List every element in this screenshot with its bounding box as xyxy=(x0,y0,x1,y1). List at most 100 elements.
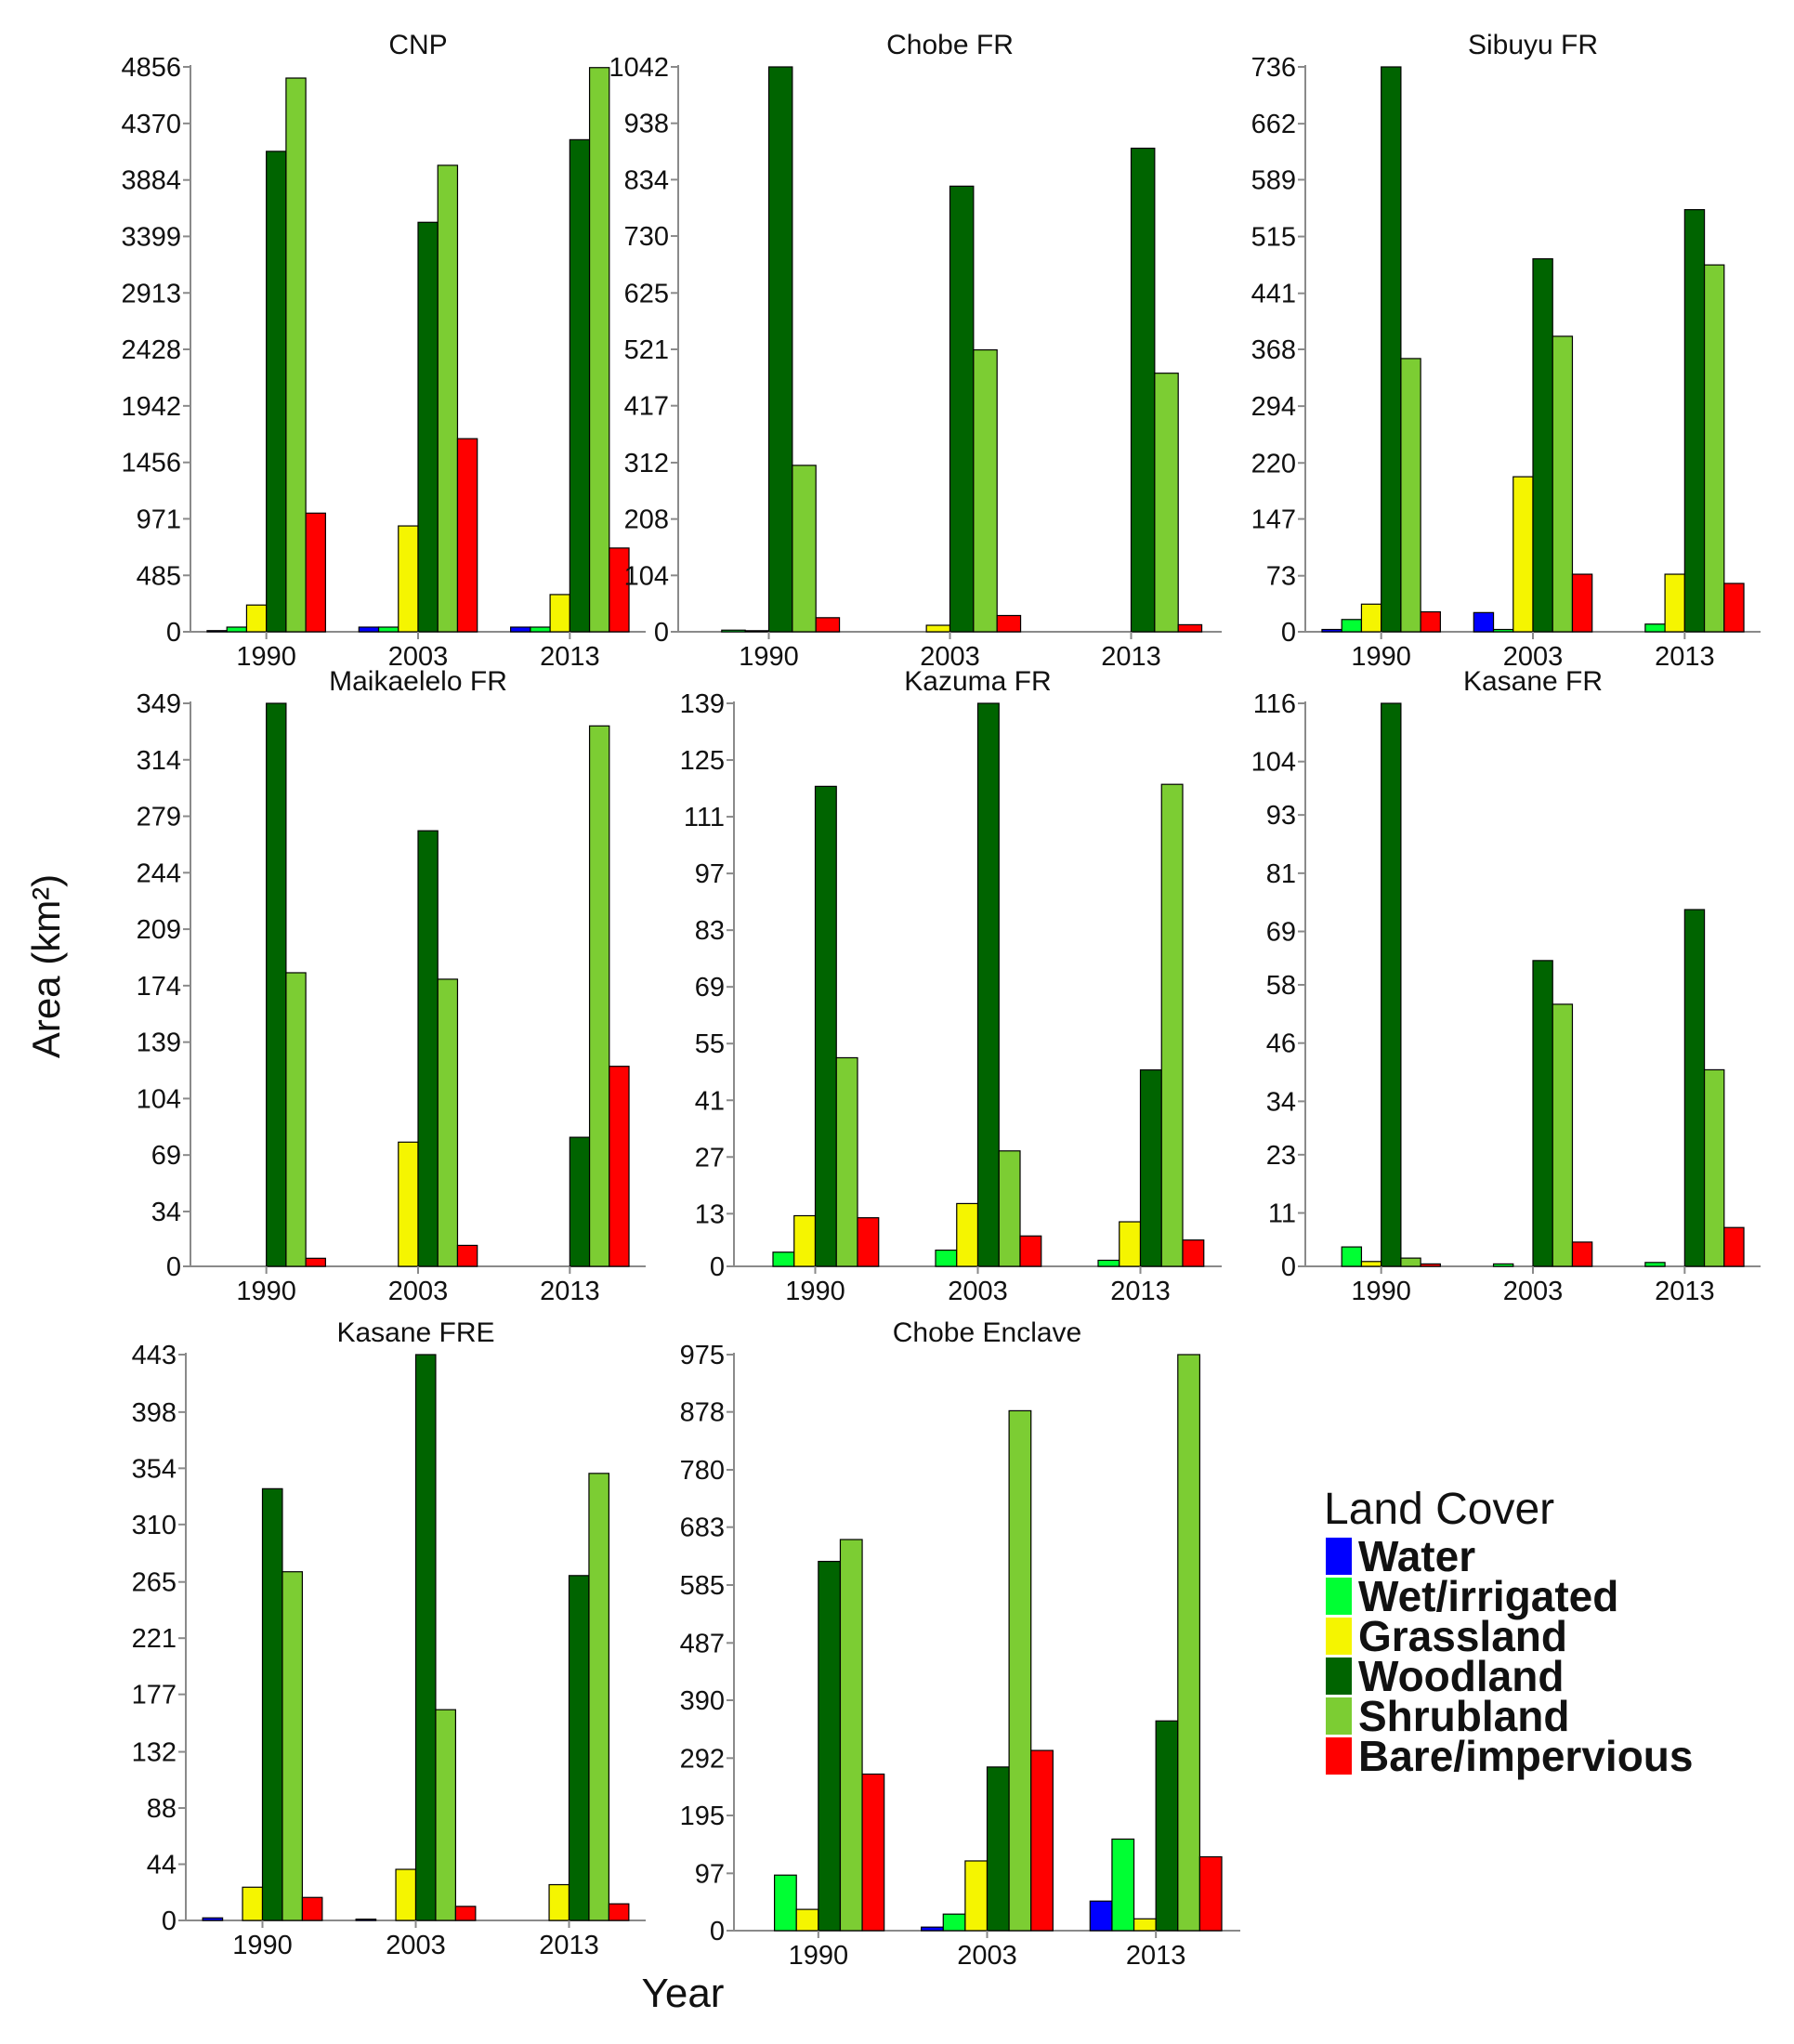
bar-bare-impervious-2013 xyxy=(1723,1226,1745,1267)
bar-woodland-2013 xyxy=(1683,209,1706,633)
y-tick-label: 139 xyxy=(137,1029,181,1058)
bar-wet-irrigated-1990 xyxy=(226,626,248,633)
x-tick-label: 2003 xyxy=(948,1277,1008,1306)
y-tick-label: 1456 xyxy=(121,449,181,478)
y-tick-label: 0 xyxy=(1281,618,1296,648)
y-tick-label: 69 xyxy=(695,973,725,1002)
y-tick-label: 589 xyxy=(1251,165,1296,195)
y-tick-label: 312 xyxy=(624,449,669,478)
x-tick-label: 2013 xyxy=(1655,642,1715,672)
y-tick-label: 730 xyxy=(624,222,669,252)
panel-title-cnp: CNP xyxy=(388,30,447,60)
y-tick-label: 292 xyxy=(680,1744,725,1774)
bar-wet-irrigated-2013 xyxy=(1097,1259,1120,1267)
x-tick-label: 1990 xyxy=(789,1941,849,1971)
x-tick-label: 2013 xyxy=(1126,1941,1186,1971)
y-tick-label: 44 xyxy=(147,1851,177,1880)
x-tick-label: 2003 xyxy=(1503,642,1564,672)
bar-bare-impervious-2013 xyxy=(608,1903,630,1921)
y-tick-label: 93 xyxy=(1266,801,1296,831)
bar-woodland-2003 xyxy=(417,221,439,633)
panel-chobe-enclave: Chobe Enclave 0 97 195 292 390 487 585 683 780 878… xyxy=(680,1317,1240,1971)
legend: Land CoverWaterWet/irrigatedGrasslandWoo… xyxy=(1324,1485,1693,1780)
y-tick-label: 97 xyxy=(695,859,725,889)
y-tick-label: 104 xyxy=(1251,748,1296,778)
bar-wet-irrigated-2013 xyxy=(1644,1262,1666,1267)
bar-wet-irrigated-1990 xyxy=(721,629,746,633)
bar-woodland-2003 xyxy=(949,185,975,633)
y-tick-label: 0 xyxy=(166,1252,181,1282)
y-tick-label: 195 xyxy=(680,1802,725,1831)
bar-shrubland-2013 xyxy=(588,725,610,1267)
x-tick-label: 2013 xyxy=(540,1277,600,1306)
bar-woodland-2003 xyxy=(986,1766,1010,1932)
bar-woodland-1990 xyxy=(818,1560,842,1932)
bar-woodland-2013 xyxy=(569,138,591,633)
bar-water-1990 xyxy=(1321,628,1342,633)
bar-bare-impervious-2003 xyxy=(1571,1241,1593,1267)
legend-label-woodland: Woodland xyxy=(1358,1652,1564,1700)
bar-woodland-2003 xyxy=(1532,960,1553,1267)
legend-label-shrubland: Shrubland xyxy=(1358,1692,1569,1740)
y-tick-label: 3399 xyxy=(121,222,181,252)
y-tick-label: 88 xyxy=(147,1794,177,1824)
bar-shrubland-2013 xyxy=(1160,783,1184,1267)
bar-wet-irrigated-2003 xyxy=(377,626,399,633)
bar-woodland-1990 xyxy=(767,66,793,633)
bar-woodland-2013 xyxy=(1139,1068,1162,1267)
y-tick-label: 485 xyxy=(137,561,181,591)
y-tick-label: 398 xyxy=(132,1398,177,1428)
x-tick-label: 2003 xyxy=(388,1277,449,1306)
panel-title-chobe-fr: Chobe FR xyxy=(886,30,1014,60)
legend-label-grassland: Grassland xyxy=(1358,1612,1567,1660)
y-tick-label: 971 xyxy=(137,504,181,534)
bar-grassland-1990 xyxy=(242,1886,264,1921)
bar-bare-impervious-2003 xyxy=(1571,573,1593,633)
bar-bare-impervious-2003 xyxy=(454,1906,477,1921)
bar-shrubland-1990 xyxy=(285,972,307,1267)
bar-shrubland-1990 xyxy=(835,1056,858,1267)
y-tick-label: 97 xyxy=(695,1859,725,1889)
bar-shrubland-2003 xyxy=(1008,1409,1032,1932)
bar-bare-impervious-1990 xyxy=(815,617,841,633)
panel-chobe-fr: Chobe FR 0 104 208 312 417 521 625 730 834 938 1042… xyxy=(609,30,1222,672)
panel-title-maikaelelo-fr: Maikaelelo FR xyxy=(329,666,507,697)
bar-shrubland-2003 xyxy=(1552,335,1574,633)
bar-grassland-2003 xyxy=(398,525,419,633)
y-tick-label: 209 xyxy=(137,915,181,945)
bar-wet-irrigated-2003 xyxy=(1492,628,1514,633)
x-tick-label: 2003 xyxy=(920,642,980,672)
bar-water-1990 xyxy=(202,1917,224,1921)
y-tick-label: 878 xyxy=(680,1398,725,1428)
y-tick-label: 279 xyxy=(137,803,181,832)
bar-grassland-1990 xyxy=(1360,1261,1382,1267)
bar-grassland-2003 xyxy=(395,1868,417,1921)
panel-title-kasane-fr: Kasane FR xyxy=(1463,666,1603,697)
y-tick-label: 683 xyxy=(680,1513,725,1543)
y-tick-label: 521 xyxy=(624,335,669,365)
bar-grassland-2003 xyxy=(956,1202,979,1267)
legend-label-bare-impervious: Bare/impervious xyxy=(1358,1732,1693,1780)
y-tick-label: 417 xyxy=(624,392,669,422)
panels-group: CNP 0 485 971 1456 1942 2428 2913 3399 3884 4370 48… xyxy=(121,30,1761,1971)
bar-wet-irrigated-1990 xyxy=(1341,619,1363,633)
y-tick-label: 662 xyxy=(1251,110,1296,139)
bar-water-2003 xyxy=(921,1926,944,1932)
y-tick-label: 736 xyxy=(1251,53,1296,83)
y-tick-label: 0 xyxy=(654,618,669,648)
bar-grassland-2013 xyxy=(549,594,570,633)
bar-grassland-2013 xyxy=(1664,573,1685,633)
bar-water-1990 xyxy=(206,630,228,633)
panel-cnp: CNP 0 485 971 1456 1942 2428 2913 3399 3884 4370 48… xyxy=(121,30,646,672)
bar-water-2013 xyxy=(1089,1900,1113,1932)
y-tick-label: 41 xyxy=(695,1086,725,1116)
bar-wet-irrigated-2013 xyxy=(1111,1838,1135,1932)
bar-bare-impervious-1990 xyxy=(861,1773,885,1932)
bar-shrubland-2013 xyxy=(1154,373,1179,633)
y-tick-label: 265 xyxy=(132,1568,177,1598)
x-tick-label: 1990 xyxy=(739,642,799,672)
y-tick-label: 975 xyxy=(680,1341,725,1370)
y-tick-label: 390 xyxy=(680,1686,725,1716)
y-tick-label: 55 xyxy=(695,1029,725,1059)
